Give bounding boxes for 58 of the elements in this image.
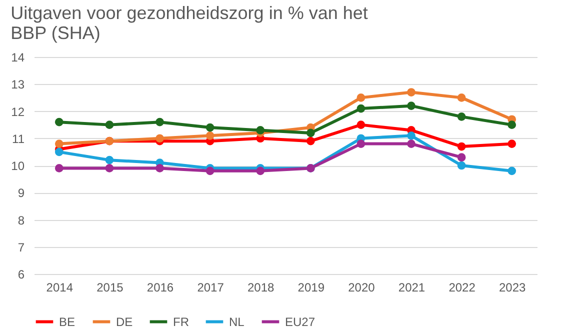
x-tick-label: 2017 xyxy=(197,280,224,294)
point xyxy=(356,94,366,102)
y-tick-label: 10 xyxy=(11,159,25,173)
x-tick-label: 2016 xyxy=(146,280,174,294)
point xyxy=(105,120,114,129)
point xyxy=(206,166,214,176)
x-tick-label: 2021 xyxy=(398,280,426,294)
point xyxy=(105,156,114,164)
point xyxy=(156,134,164,143)
legend-label: FR xyxy=(173,314,190,329)
y-tick-label: 12 xyxy=(11,104,25,119)
point xyxy=(457,153,466,162)
point xyxy=(407,88,416,96)
point xyxy=(457,161,466,170)
point xyxy=(256,126,265,134)
point xyxy=(508,120,516,129)
x-tick-label: 2019 xyxy=(298,280,325,294)
point xyxy=(356,140,366,148)
point xyxy=(356,120,366,129)
point xyxy=(457,142,466,151)
y-tick-label: 9 xyxy=(18,186,25,200)
y-tick-label: 13 xyxy=(11,78,25,92)
y-tick-label: 14 xyxy=(11,50,25,64)
point xyxy=(256,166,265,176)
point xyxy=(356,104,366,113)
legend-label: BE xyxy=(59,314,76,329)
point xyxy=(206,131,214,140)
point xyxy=(156,164,164,172)
y-tick-label: 7 xyxy=(18,240,25,254)
legend-label: NL xyxy=(229,314,245,329)
x-tick-label: 2020 xyxy=(348,280,376,294)
x-tick-label: 2022 xyxy=(448,280,476,294)
y-tick-label: 11 xyxy=(12,132,25,146)
point xyxy=(306,128,315,138)
point xyxy=(54,118,64,126)
y-tick-label: 6 xyxy=(18,268,25,282)
point xyxy=(306,136,315,146)
point xyxy=(54,140,64,148)
x-tick-label: 2018 xyxy=(248,280,275,294)
legend-label: DE xyxy=(116,314,133,329)
y-tick-label: 8 xyxy=(18,213,25,228)
point xyxy=(407,140,416,148)
point xyxy=(508,166,516,176)
point xyxy=(54,164,64,172)
chart-title: Uitgaven voor gezondheidszorg in % van het BBP (SHA) xyxy=(10,3,368,43)
point xyxy=(508,140,516,148)
point xyxy=(206,123,214,132)
point xyxy=(407,102,416,110)
x-tick-label: 2015 xyxy=(96,280,124,294)
point xyxy=(457,112,466,121)
point xyxy=(105,164,114,172)
point xyxy=(407,131,416,140)
point xyxy=(54,148,64,156)
point xyxy=(156,118,164,126)
legend-label: EU27 xyxy=(285,314,316,329)
x-tick-label: 2023 xyxy=(499,280,526,294)
x-tick-label: 2014 xyxy=(46,280,74,294)
point xyxy=(457,94,466,102)
